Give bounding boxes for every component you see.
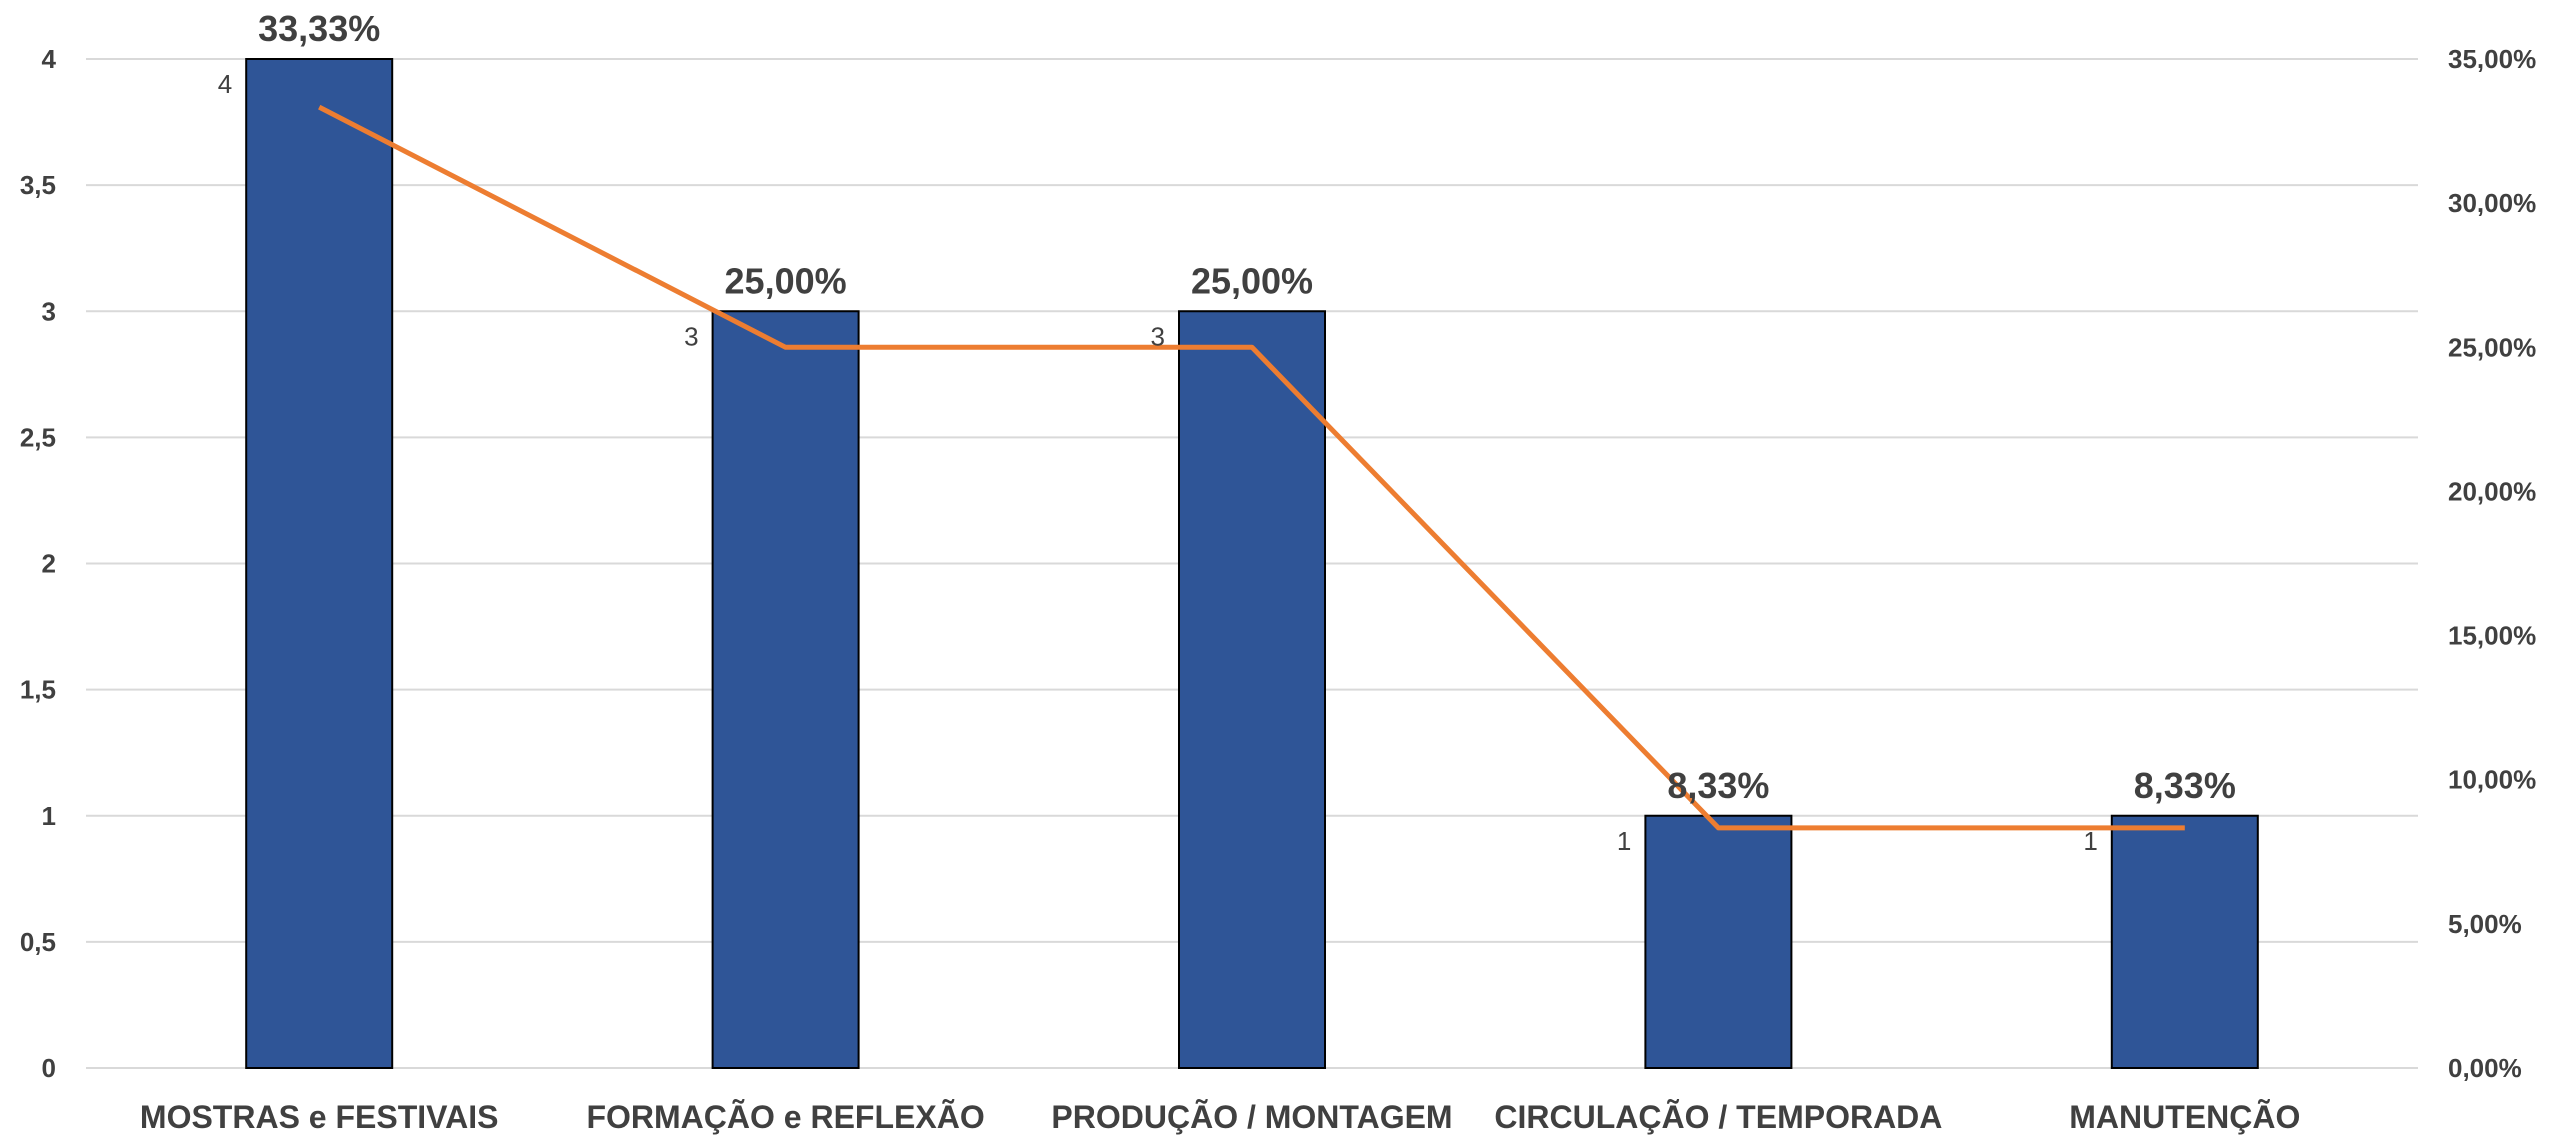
right-tick-label: 30,00%	[2448, 188, 2536, 218]
bar	[2110, 814, 2259, 1069]
category-label: FORMAÇÃO e REFLEXÃO	[586, 1099, 984, 1135]
category-label: MOSTRAS e FESTIVAIS	[140, 1099, 499, 1135]
right-tick-label: 35,00%	[2448, 44, 2536, 74]
bar-count-label: 1	[1617, 826, 1631, 856]
percent-label: 25,00%	[1191, 260, 1313, 301]
left-tick-label: 3,5	[20, 170, 56, 200]
left-tick-label: 3	[42, 296, 56, 326]
bar-count-label: 3	[1151, 321, 1165, 351]
right-tick-label: 0,00%	[2448, 1053, 2522, 1083]
bar-count-label: 3	[684, 321, 698, 351]
bar-series	[245, 58, 2259, 1069]
percent-label: 33,33%	[258, 8, 380, 49]
left-axis-ticks: 0 0,5 1 1,5 2 2,5 3 3,5 4	[20, 44, 57, 1083]
category-labels: MOSTRAS e FESTIVAIS FORMAÇÃO e REFLEXÃO PR…	[140, 1099, 2300, 1135]
percent-label: 8,33%	[1667, 765, 1769, 806]
bar	[245, 58, 394, 1069]
category-label: CIRCULAÇÃO / TEMPORADA	[1494, 1099, 1942, 1135]
category-label: MANUTENÇÃO	[2069, 1099, 2300, 1135]
left-tick-label: 2	[42, 549, 56, 579]
left-tick-label: 0,5	[20, 927, 56, 957]
line-series	[318, 104, 2185, 831]
percent-label: 8,33%	[2134, 765, 2236, 806]
bar-count-label: 1	[2083, 826, 2097, 856]
right-tick-label: 10,00%	[2448, 765, 2536, 795]
right-tick-label: 20,00%	[2448, 476, 2536, 506]
category-label: PRODUÇÃO / MONTAGEM	[1051, 1099, 1452, 1135]
left-tick-label: 1	[42, 801, 56, 831]
right-tick-label: 5,00%	[2448, 909, 2522, 939]
left-tick-label: 0	[42, 1053, 56, 1083]
left-tick-label: 2,5	[20, 422, 56, 452]
bar-count-labels: 4 3 3 1 1	[218, 69, 2098, 856]
right-tick-label: 15,00%	[2448, 621, 2536, 651]
percent-label: 25,00%	[725, 260, 847, 301]
right-tick-label: 25,00%	[2448, 332, 2536, 362]
bar	[1644, 814, 1793, 1069]
percent-labels: 33,33% 25,00% 25,00% 8,33% 8,33%	[258, 8, 2236, 806]
left-tick-label: 1,5	[20, 675, 56, 705]
right-axis-ticks: 0,00% 5,00% 10,00% 15,00% 20,00% 25,00% 30,00%…	[2448, 44, 2536, 1083]
left-tick-label: 4	[42, 44, 57, 74]
bar-count-label: 4	[218, 69, 232, 99]
bar	[1178, 310, 1326, 1069]
bar	[711, 310, 860, 1069]
